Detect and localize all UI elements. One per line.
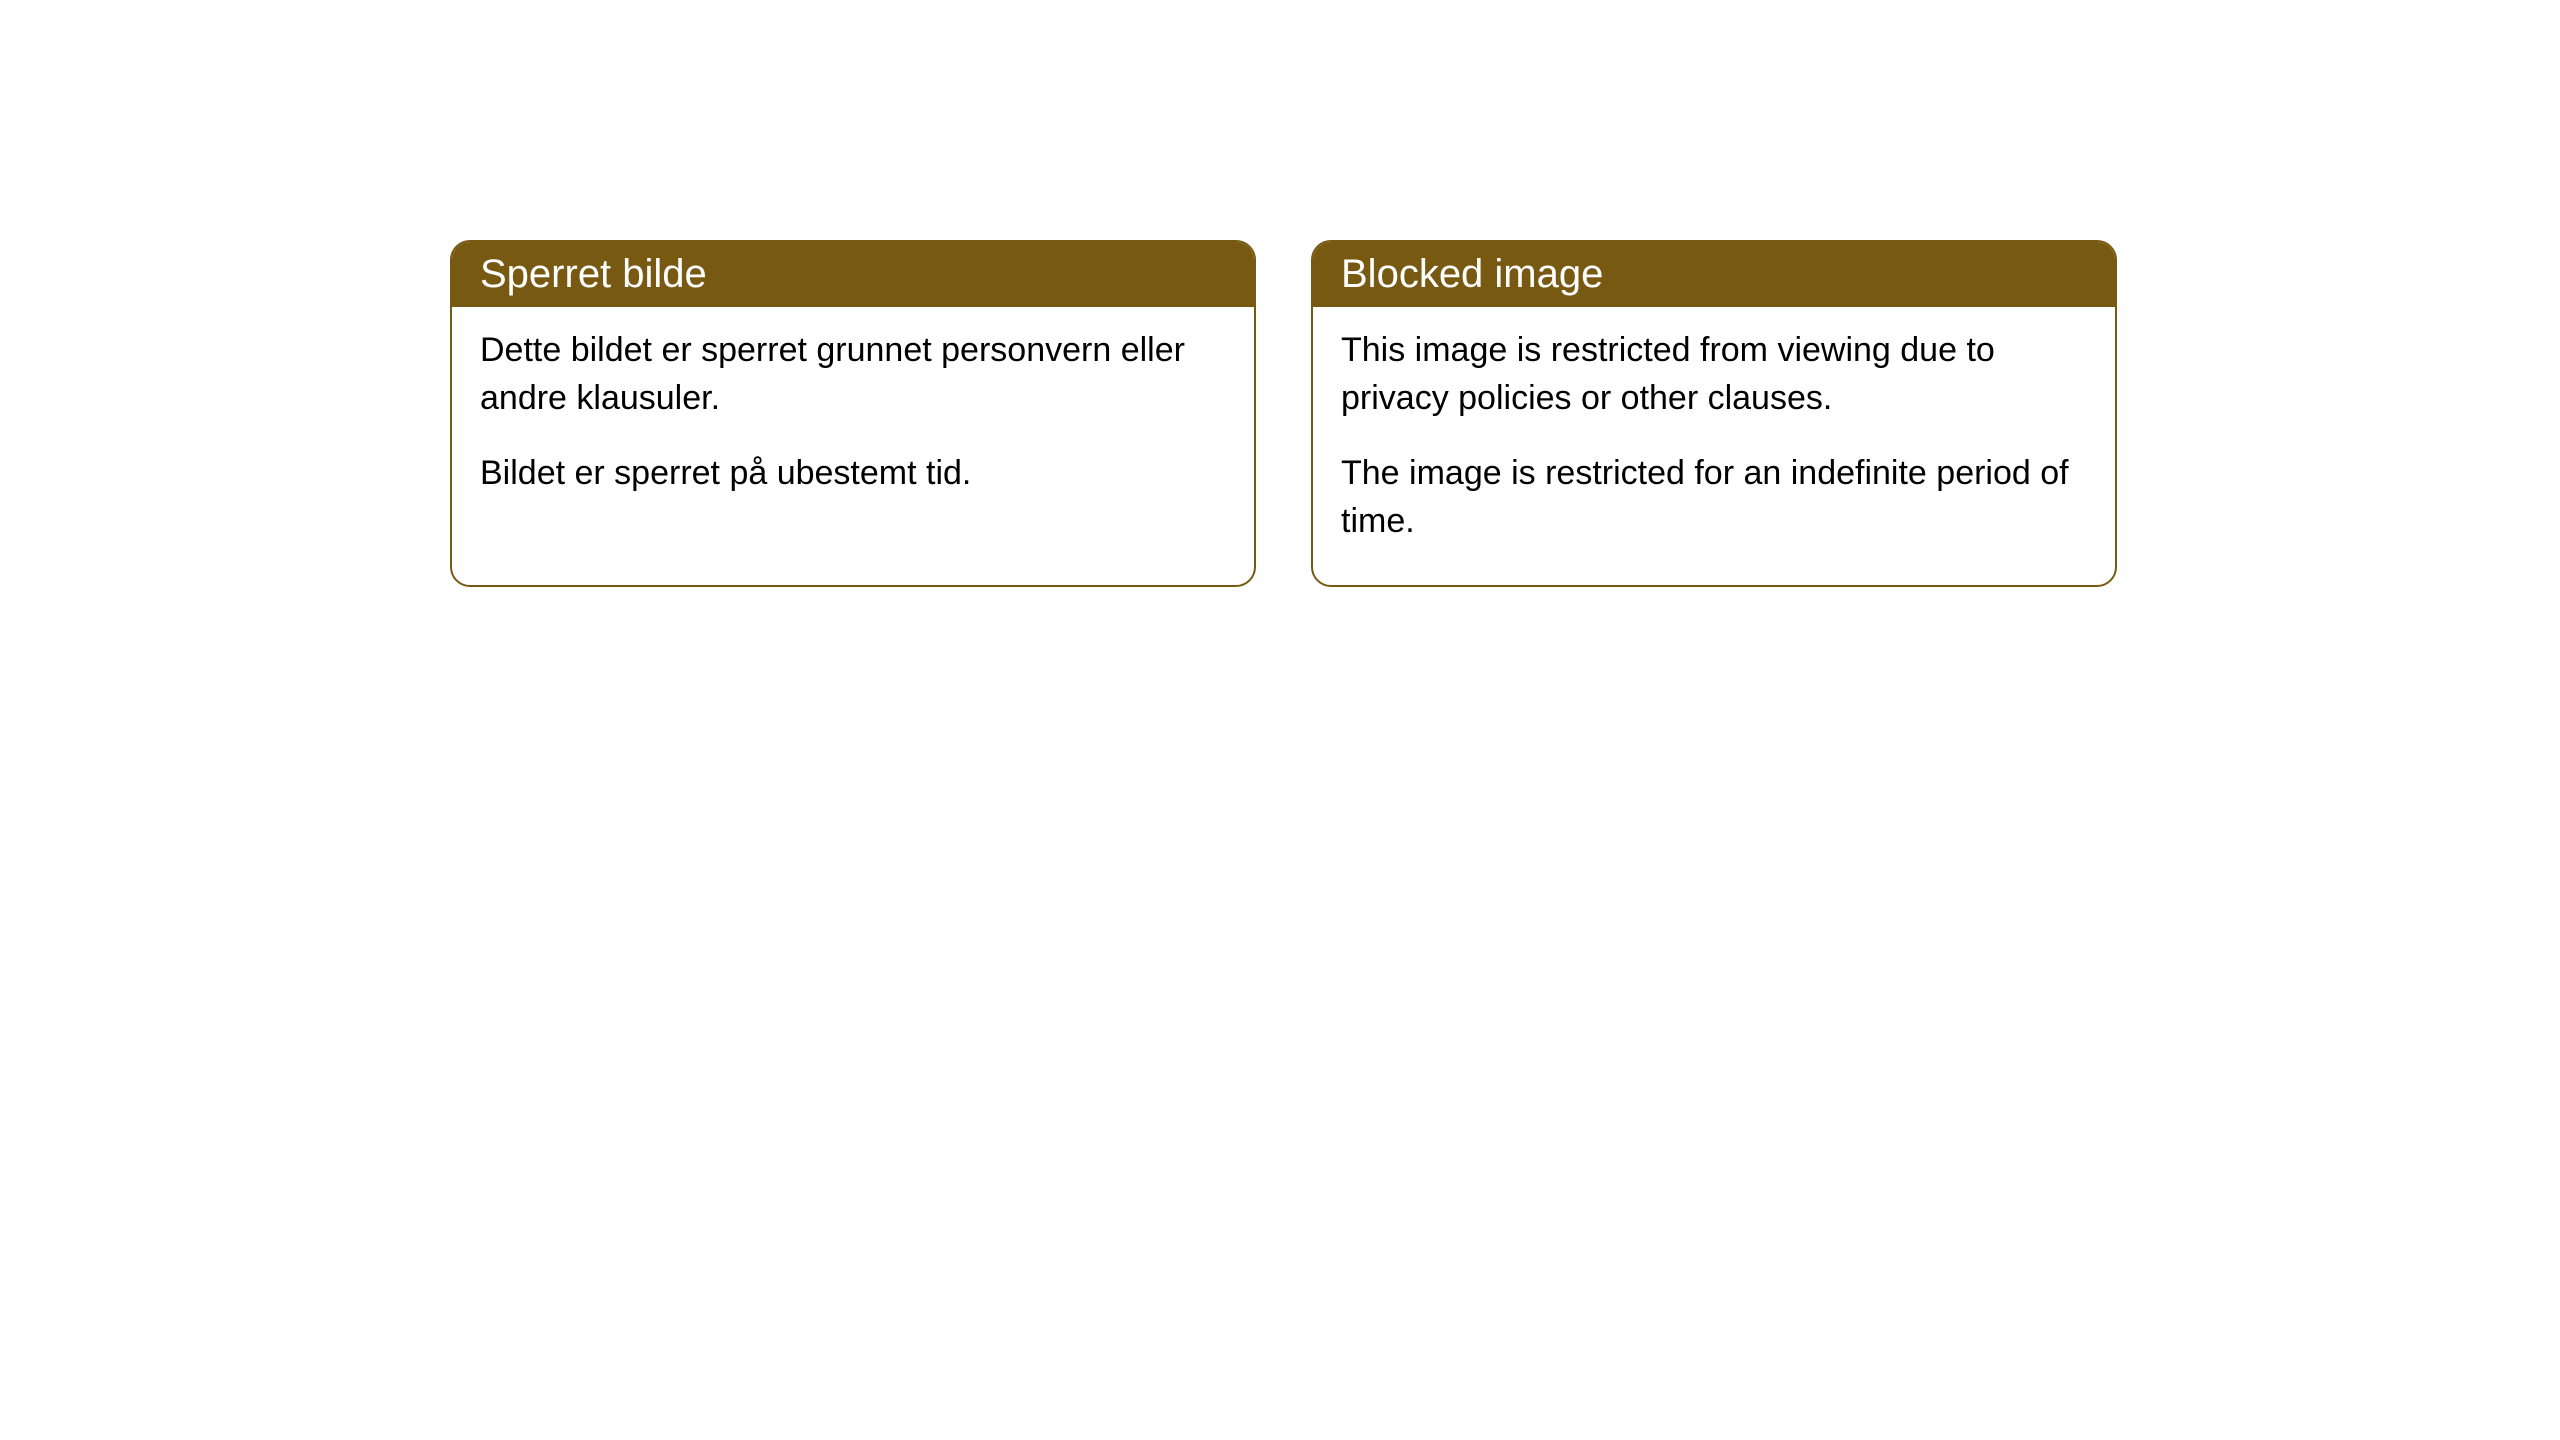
card-paragraph: This image is restricted from viewing du…: [1341, 327, 2087, 422]
card-header: Sperret bilde: [452, 242, 1254, 307]
blocked-image-card-norwegian: Sperret bilde Dette bildet er sperret gr…: [450, 240, 1256, 587]
card-body: Dette bildet er sperret grunnet personve…: [452, 307, 1254, 538]
card-title: Sperret bilde: [480, 252, 707, 296]
card-body: This image is restricted from viewing du…: [1313, 307, 2115, 585]
card-paragraph: Dette bildet er sperret grunnet personve…: [480, 327, 1226, 422]
card-paragraph: Bildet er sperret på ubestemt tid.: [480, 450, 1226, 498]
notice-cards-container: Sperret bilde Dette bildet er sperret gr…: [450, 240, 2117, 587]
card-title: Blocked image: [1341, 252, 1603, 296]
blocked-image-card-english: Blocked image This image is restricted f…: [1311, 240, 2117, 587]
card-paragraph: The image is restricted for an indefinit…: [1341, 450, 2087, 545]
card-header: Blocked image: [1313, 242, 2115, 307]
